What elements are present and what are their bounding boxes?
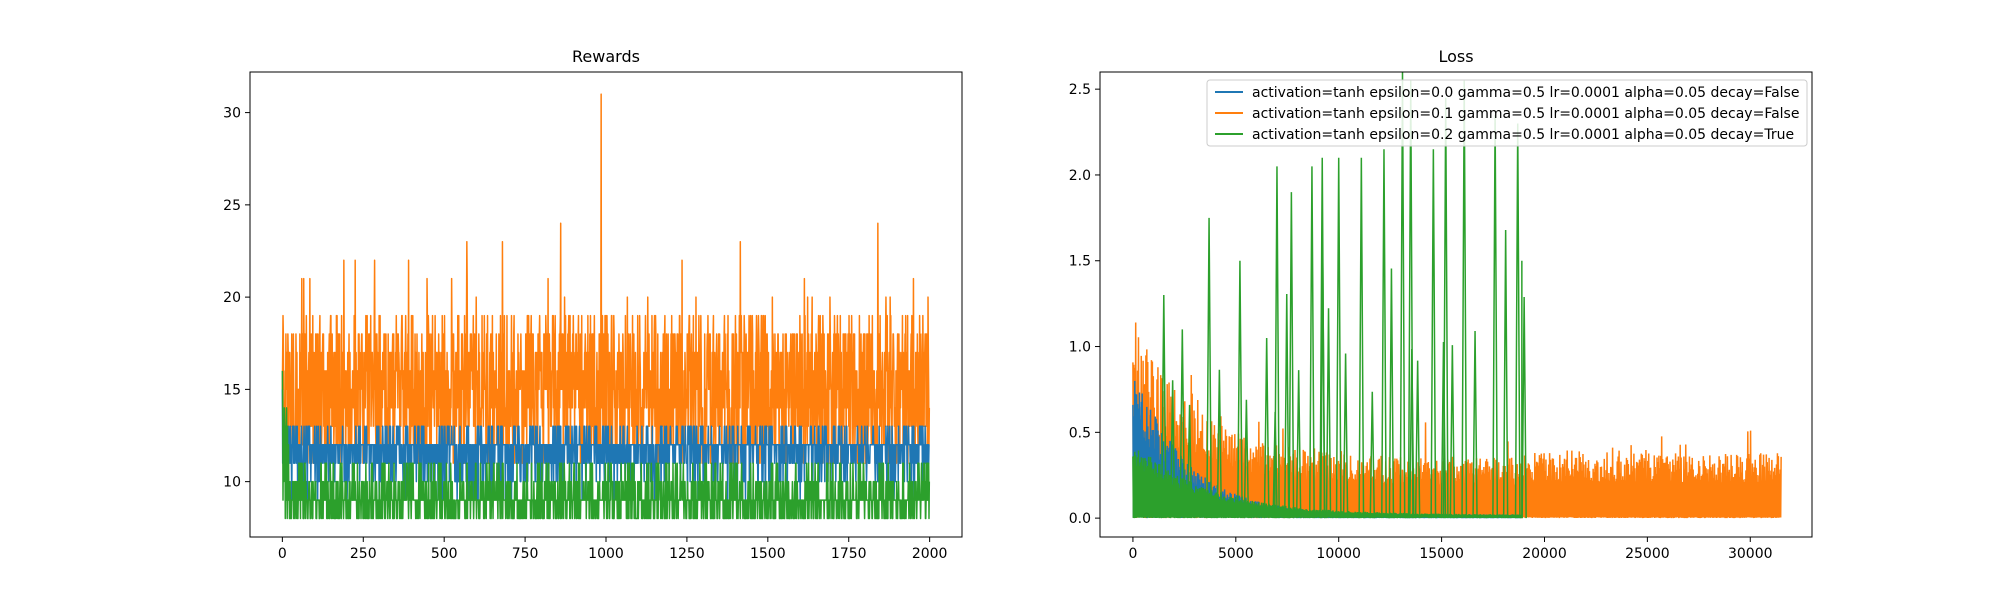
legend-item: activation=tanh epsilon=0.1 gamma=0.5 lr… xyxy=(1215,106,1799,122)
loss-series-green-line xyxy=(1132,450,1523,519)
x-tick-label: 1000 xyxy=(588,546,624,562)
loss-axes: 0 5000 10000 15000 20000 25000 30000 0.0 0.5 1.0 1… xyxy=(1069,47,1813,562)
x-tick-label: 10000 xyxy=(1316,546,1361,562)
loss-green-spike xyxy=(1295,370,1302,519)
loss-green-spike xyxy=(1169,380,1176,519)
x-tick-label: 1500 xyxy=(750,546,786,562)
y-tick-label: 1.0 xyxy=(1069,340,1091,356)
legend-label-series-3: activation=tanh epsilon=0.2 gamma=0.5 lr… xyxy=(1252,127,1794,143)
x-tick-label: 500 xyxy=(431,546,458,562)
loss-green-spike xyxy=(1319,260,1326,519)
loss-green-spike xyxy=(1430,149,1437,519)
rewards-series-green-line xyxy=(281,370,931,520)
x-tick-label: 15000 xyxy=(1419,546,1464,562)
x-tick-label: 5000 xyxy=(1218,546,1254,562)
loss-green-spike xyxy=(1381,149,1387,519)
loss-green-spike xyxy=(1309,166,1315,519)
x-tick-label: 0 xyxy=(278,546,287,562)
legend-label-series-1: activation=tanh epsilon=0.0 gamma=0.5 lr… xyxy=(1252,85,1799,101)
loss-green-spike xyxy=(1414,360,1421,519)
y-tick-label: 30 xyxy=(223,106,241,122)
loss-series-group xyxy=(1132,72,1782,519)
loss-green-spike xyxy=(1206,217,1213,519)
x-tick-label: 1250 xyxy=(669,546,705,562)
loss-title: Loss xyxy=(1438,47,1473,66)
loss-green-spike xyxy=(1284,293,1290,519)
x-tick-label: 0 xyxy=(1128,546,1137,562)
loss-green-spike xyxy=(1335,157,1342,519)
loss-ticks: 0 5000 10000 15000 20000 25000 30000 0.0 0.5 1.0 1… xyxy=(1069,82,1773,562)
y-tick-label: 2.0 xyxy=(1069,168,1091,184)
y-tick-label: 10 xyxy=(223,475,241,491)
y-tick-label: 15 xyxy=(223,382,241,398)
loss-green-spike xyxy=(1409,349,1415,519)
rewards-title: Rewards xyxy=(572,47,640,66)
loss-green-spike xyxy=(1236,260,1243,519)
x-tick-label: 2000 xyxy=(912,546,948,562)
loss-green-spike xyxy=(1502,229,1509,519)
legend-box xyxy=(1206,79,1808,147)
loss-green-spike xyxy=(1440,342,1447,519)
loss-green-spike xyxy=(1449,345,1456,519)
loss-green-spike xyxy=(1288,192,1295,519)
legend-item: activation=tanh epsilon=0.0 gamma=0.5 lr… xyxy=(1215,85,1799,101)
x-tick-label: 30000 xyxy=(1728,546,1773,562)
x-tick-label: 750 xyxy=(512,546,539,562)
x-tick-label: 250 xyxy=(350,546,377,562)
loss-green-spike xyxy=(1274,166,1280,519)
loss-green-spike xyxy=(1325,308,1332,519)
x-tick-label: 1750 xyxy=(831,546,867,562)
y-tick-label: 2.5 xyxy=(1069,82,1091,98)
loss-green-spike xyxy=(1216,369,1223,519)
loss-green-spike xyxy=(1388,268,1395,519)
rewards-axes: 0 250 500 750 1000 1250 1500 1750 2000 10 15 20 25 30… xyxy=(223,47,963,562)
x-tick-label: 25000 xyxy=(1625,546,1670,562)
y-tick-label: 0.0 xyxy=(1069,511,1091,527)
loss-green-spike xyxy=(1369,391,1376,519)
y-tick-label: 1.5 xyxy=(1069,254,1091,270)
loss-green-spike xyxy=(1186,404,1193,519)
rewards-series-blue-line xyxy=(281,389,930,501)
loss-green-spike xyxy=(1472,331,1478,519)
loss-green-spike xyxy=(1272,411,1278,519)
legend-label-series-2: activation=tanh epsilon=0.1 gamma=0.5 lr… xyxy=(1252,106,1799,122)
rewards-series-group xyxy=(281,93,931,520)
y-tick-label: 25 xyxy=(223,198,241,214)
loss-green-spike xyxy=(1521,297,1527,519)
loss-green-spikes xyxy=(1160,72,1527,519)
y-tick-label: 0.5 xyxy=(1069,425,1091,441)
rewards-series-orange-line xyxy=(281,93,931,464)
legend-item: activation=tanh epsilon=0.2 gamma=0.5 lr… xyxy=(1215,127,1794,143)
loss-green-spike xyxy=(1179,329,1186,519)
y-tick-label: 20 xyxy=(223,290,241,306)
loss-green-spike xyxy=(1358,157,1365,519)
loss-green-spike xyxy=(1160,295,1167,519)
loss-series-orange-line xyxy=(1132,322,1782,519)
x-tick-label: 20000 xyxy=(1522,546,1567,562)
loss-frame xyxy=(1099,71,1813,538)
loss-legend: activation=tanh epsilon=0.0 gamma=0.5 lr… xyxy=(1206,79,1808,147)
loss-green-spike xyxy=(1243,399,1250,519)
loss-green-spike xyxy=(1399,72,1406,519)
loss-green-spike xyxy=(1263,337,1270,519)
loss-green-spike xyxy=(1342,353,1349,519)
rewards-ticks: 0 250 500 750 1000 1250 1500 1750 2000 10 15 20 25 30 xyxy=(223,106,947,562)
